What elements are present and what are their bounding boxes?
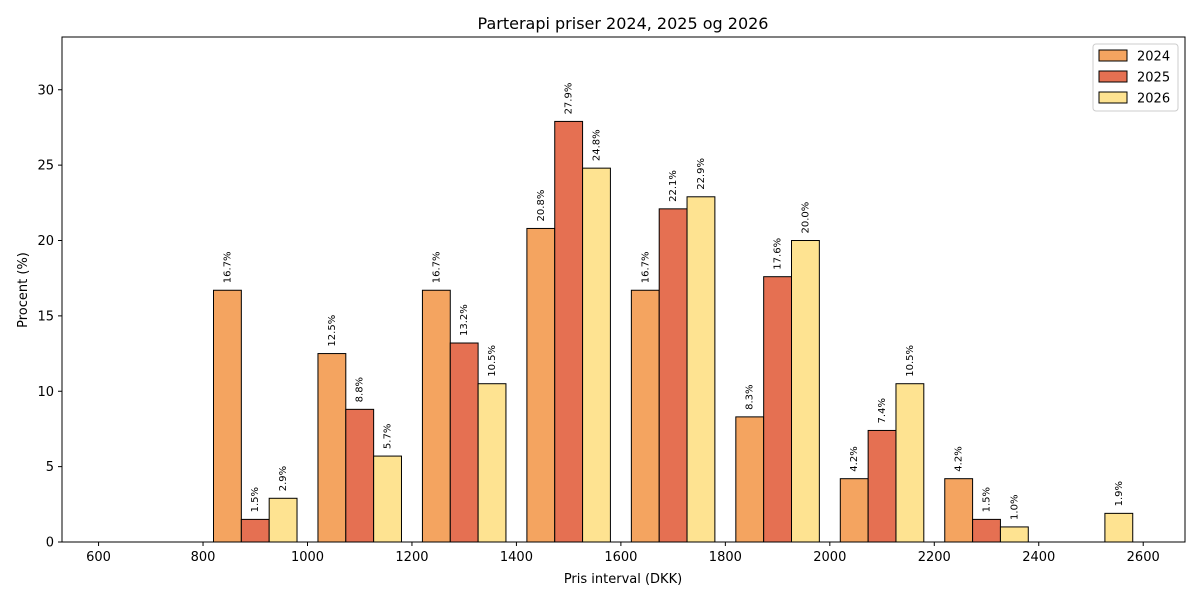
bar-label-2024-7: 4.2% — [849, 446, 860, 471]
legend-swatch-2024 — [1098, 49, 1128, 62]
bar-2025-3 — [449, 342, 479, 543]
bar-2025-8 — [972, 518, 1001, 543]
bar-label-2025-5: 22.1% — [668, 170, 679, 202]
bar-label-2025-6: 17.6% — [773, 238, 784, 270]
y-axis-label: Procent (%) — [16, 252, 31, 328]
x-tick-label: 1200 — [395, 550, 428, 565]
legend-label-2024: 2024 — [1137, 50, 1170, 65]
x-tick-label: 2200 — [918, 550, 951, 565]
legend-swatch-2025 — [1098, 70, 1128, 83]
bar-2025-4 — [554, 120, 584, 543]
x-tick-label: 1600 — [604, 550, 637, 565]
x-axis-label: Pris interval (DKK) — [564, 572, 682, 587]
y-axis-ticks: 0 5 10 15 20 25 30 — [37, 83, 62, 551]
bar-2026-4 — [582, 167, 611, 543]
bar-2026-6 — [791, 240, 820, 543]
bar-label-2025-3: 13.2% — [459, 304, 470, 336]
bar-label-2024-1: 16.7% — [222, 251, 233, 283]
bar-label-2026-2: 5.7% — [383, 424, 394, 449]
legend-swatch-2026 — [1098, 91, 1128, 104]
bar-label-2024-6: 8.3% — [745, 384, 756, 409]
legend-label-2025: 2025 — [1137, 71, 1170, 86]
bar-label-2025-7: 7.4% — [877, 398, 888, 423]
plot-frame — [61, 36, 1186, 543]
bar-2024-7 — [839, 478, 869, 543]
y-tick-label: 20 — [37, 234, 54, 249]
y-tick-label: 0 — [46, 536, 54, 551]
chart-title: Parterapi priser 2024, 2025 og 2026 — [478, 14, 769, 33]
x-tick-label: 2400 — [1022, 550, 1055, 565]
y-tick-label: 5 — [46, 460, 54, 475]
bar-label-2026-1: 2.9% — [278, 466, 289, 491]
bar-2024-8 — [944, 478, 974, 543]
y-tick-label: 30 — [37, 83, 54, 98]
bar-2025-6 — [763, 276, 793, 543]
bar-2025-7 — [867, 429, 897, 543]
x-tick-label: 600 — [86, 550, 111, 565]
bar-label-2024-2: 12.5% — [327, 315, 338, 347]
y-tick-label: 25 — [37, 159, 54, 174]
bar-2026-7 — [895, 383, 925, 543]
bar-label-2026-6: 20.0% — [800, 202, 811, 234]
x-tick-label: 800 — [191, 550, 216, 565]
bar-2025-2 — [345, 408, 375, 543]
bar-label-2026-9: 1.9% — [1114, 481, 1125, 506]
bar-2025-5 — [658, 208, 688, 543]
bar-label-2025-4: 27.9% — [564, 83, 575, 115]
bar-2026-3 — [477, 383, 507, 543]
bar-2024-2 — [317, 353, 347, 543]
x-tick-label: 1800 — [709, 550, 742, 565]
bars-layer — [213, 120, 1134, 543]
bar-2024-5 — [630, 289, 660, 543]
bar-2025-1 — [240, 518, 270, 543]
bar-2024-4 — [526, 227, 556, 543]
bar-2026-2 — [373, 455, 402, 543]
bar-label-2026-5: 22.9% — [696, 158, 707, 190]
bar-label-2025-1: 1.5% — [250, 487, 261, 512]
y-tick-label: 10 — [37, 385, 54, 400]
x-tick-label: 1400 — [500, 550, 533, 565]
legend-label-2026: 2026 — [1137, 92, 1170, 107]
bar-label-2024-3: 16.7% — [431, 251, 442, 283]
x-tick-label: 2600 — [1127, 550, 1160, 565]
y-tick-label: 15 — [37, 309, 54, 324]
legend: 2024 2025 2026 — [1092, 43, 1179, 112]
x-tick-label: 2000 — [813, 550, 846, 565]
x-axis-ticks: 600 800 1000 1200 1400 1600 1800 2000 2200 2400 26… — [86, 542, 1160, 565]
bar-label-2025-8: 1.5% — [982, 487, 993, 512]
bar-label-2026-4: 24.8% — [591, 129, 602, 161]
bar-label-2026-8: 1.0% — [1009, 495, 1020, 520]
x-tick-label: 1000 — [291, 550, 324, 565]
bar-label-2026-7: 10.5% — [905, 345, 916, 377]
bar-labels-layer: 16.7% 12.5% 16.7% 20.8% 16.7% 8.3% 4.2% 4.2% 1.5… — [222, 83, 1124, 520]
bar-2026-1 — [268, 497, 298, 543]
bar-2026-8 — [999, 526, 1029, 543]
bar-2024-6 — [735, 416, 765, 543]
bar-label-2024-8: 4.2% — [954, 446, 965, 471]
bar-2024-3 — [421, 289, 451, 543]
bar-label-2024-5: 16.7% — [640, 251, 651, 283]
bar-label-2025-2: 8.8% — [355, 377, 366, 402]
bar-2026-5 — [686, 196, 716, 543]
bar-2024-1 — [213, 289, 242, 543]
bar-label-2024-4: 20.8% — [536, 190, 547, 222]
bar-label-2026-3: 10.5% — [487, 345, 498, 377]
bar-2026-9 — [1104, 512, 1134, 543]
